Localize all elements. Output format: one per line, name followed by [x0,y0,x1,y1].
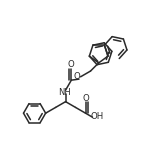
Text: NH: NH [58,88,71,97]
Text: O: O [82,94,89,103]
Text: O: O [68,60,75,69]
Text: O: O [73,72,80,81]
Text: OH: OH [91,112,104,121]
